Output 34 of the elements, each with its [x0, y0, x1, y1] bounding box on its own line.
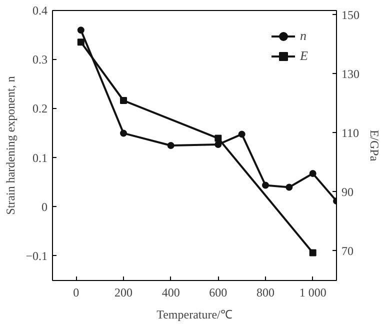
legend-label: E [300, 48, 309, 64]
x-axis-title: Temperature/℃ [156, 308, 232, 322]
x-tick-label: 1 000 [299, 286, 326, 300]
y2-tick-label: 70 [342, 244, 354, 258]
x-tick-label: 400 [162, 286, 180, 300]
x-tick-label: 800 [256, 286, 274, 300]
point [77, 26, 84, 34]
point [262, 182, 269, 189]
point [286, 184, 293, 191]
point [309, 170, 316, 177]
point [309, 249, 316, 256]
x-tick-label: 600 [209, 286, 228, 300]
y2-tick-label: 110 [342, 126, 360, 140]
point [167, 142, 174, 149]
y2-axis-title: E/GPa [368, 130, 382, 162]
legend-label: n [300, 28, 308, 44]
point [120, 97, 127, 104]
y-tick-label: −0.1 [26, 248, 48, 263]
point [120, 130, 127, 137]
y2-tick-label: 130 [342, 66, 360, 81]
y-tick-label: 0.3 [32, 52, 48, 67]
y2-tick-label: 150 [342, 8, 360, 22]
point [77, 38, 84, 46]
y-tick-label: 0.4 [32, 4, 48, 18]
y-tick-label: 0.1 [32, 150, 48, 165]
y-tick-label: 0.2 [32, 102, 48, 116]
point [238, 130, 246, 138]
point [214, 141, 222, 148]
x-tick-label: 200 [114, 286, 132, 300]
x-tick-label: 0 [73, 286, 80, 300]
y2-tick-label: 90 [342, 184, 354, 199]
point [214, 134, 222, 142]
y-axis-title: Strain hardening exponent, n [4, 76, 18, 215]
y-tick-label: 0 [42, 200, 48, 214]
